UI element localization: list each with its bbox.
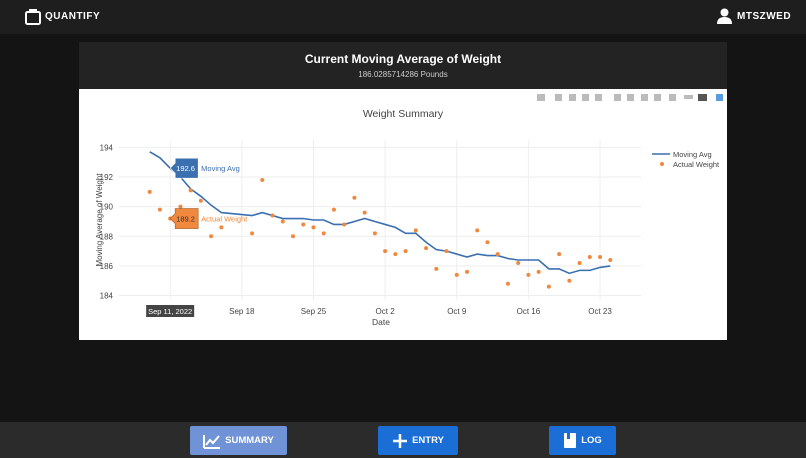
data-point xyxy=(352,195,357,200)
data-point xyxy=(598,255,603,260)
data-point xyxy=(342,222,347,227)
data-point xyxy=(321,231,326,236)
hover-label: 192.6 Moving Avg xyxy=(169,157,240,179)
y-tick-label: 192 xyxy=(100,173,114,182)
brand[interactable]: QUANTIFY xyxy=(45,11,101,22)
x-tick-label: Oct 2 xyxy=(376,307,396,316)
data-point xyxy=(301,222,306,227)
legend-marker xyxy=(660,162,664,166)
hover-date: Sep 11, 2022 xyxy=(148,307,192,316)
summary-label: SUMMARY xyxy=(225,435,274,446)
data-point xyxy=(372,231,377,236)
data-point xyxy=(454,272,459,277)
x-tick-label: Oct 16 xyxy=(517,307,541,316)
brand-icon xyxy=(25,9,41,25)
data-point xyxy=(557,252,562,257)
data-point xyxy=(536,269,541,274)
data-point xyxy=(383,249,388,254)
data-point xyxy=(260,178,265,182)
x-tick-label: Sep 25 xyxy=(301,307,327,316)
data-point xyxy=(413,228,418,233)
data-point xyxy=(331,207,336,212)
data-point xyxy=(444,249,449,254)
summary-icon xyxy=(203,434,221,449)
data-point xyxy=(280,219,285,224)
hover-box xyxy=(169,208,199,229)
data-point xyxy=(526,272,531,277)
data-point xyxy=(567,278,572,283)
data-point xyxy=(465,269,469,274)
y-tick-label: 188 xyxy=(100,232,114,241)
hover-name: Actual Weight xyxy=(201,215,248,224)
data-point xyxy=(219,225,224,230)
hover-date-box xyxy=(146,305,195,317)
y-tick-label: 186 xyxy=(100,262,114,271)
x-axis-label: Date xyxy=(372,317,390,327)
hover-value: 189.2 xyxy=(176,215,195,224)
y-tick-label: 190 xyxy=(100,203,114,212)
panel-header: Current Moving Average of Weight 186.028… xyxy=(79,42,727,89)
user-name[interactable]: MTSZWED xyxy=(737,11,792,22)
log-label: LOG xyxy=(581,435,602,446)
data-point xyxy=(362,210,367,215)
hover-box xyxy=(169,157,199,179)
data-point xyxy=(188,188,193,193)
data-point xyxy=(209,234,214,239)
data-point xyxy=(424,246,429,251)
log-icon xyxy=(564,433,577,448)
top-bar: QUANTIFY MTSZWED xyxy=(0,0,806,34)
x-tick-label: Oct 9 xyxy=(447,307,467,316)
x-tick-label: Oct 23 xyxy=(588,307,612,316)
hover-name: Moving Avg xyxy=(201,164,240,173)
entry-button[interactable]: ENTRY xyxy=(378,426,458,455)
data-point xyxy=(587,255,592,260)
panel-subtitle: 186.0285714286 Pounds xyxy=(358,70,448,79)
data-point xyxy=(495,252,500,257)
entry-label: ENTRY xyxy=(412,435,444,446)
data-point xyxy=(475,228,480,233)
data-point xyxy=(270,213,275,218)
legend-label: Moving Avg xyxy=(673,150,712,159)
data-point xyxy=(291,234,295,239)
data-point xyxy=(157,207,162,212)
data-point xyxy=(608,258,613,262)
modebar xyxy=(537,94,723,101)
data-line xyxy=(149,151,611,275)
chart: Weight Summary Date Moving Average of We… xyxy=(79,89,727,340)
chart-title: Weight Summary xyxy=(363,108,444,120)
hover-label: 189.2 Actual Weight xyxy=(169,208,248,229)
data-point xyxy=(546,284,551,289)
user-icon xyxy=(717,8,732,24)
y-axis-label: Moving Average of Weight xyxy=(95,173,104,267)
panel-title: Current Moving Average of Weight xyxy=(304,52,502,66)
y-tick-label: 184 xyxy=(100,292,114,301)
data-point xyxy=(403,249,408,254)
data-point xyxy=(147,189,152,194)
data-point xyxy=(393,252,398,257)
data-point xyxy=(311,225,316,230)
summary-button[interactable]: SUMMARY xyxy=(190,426,287,455)
y-tick-label: 194 xyxy=(100,143,114,152)
hover-value: 192.6 xyxy=(176,164,195,173)
x-tick-label: Sep 18 xyxy=(229,307,255,316)
data-point xyxy=(485,240,490,245)
data-point xyxy=(198,198,203,203)
bottom-nav: SUMMARY ENTRY LOG xyxy=(0,422,806,458)
data-point xyxy=(516,260,521,265)
data-point xyxy=(250,231,255,236)
data-point xyxy=(505,281,510,286)
log-button[interactable]: LOG xyxy=(549,426,616,455)
data-point xyxy=(434,266,439,271)
data-point xyxy=(577,260,582,265)
legend-label: Actual Weight xyxy=(673,160,720,169)
data-point xyxy=(178,204,183,209)
entry-icon xyxy=(393,433,408,448)
